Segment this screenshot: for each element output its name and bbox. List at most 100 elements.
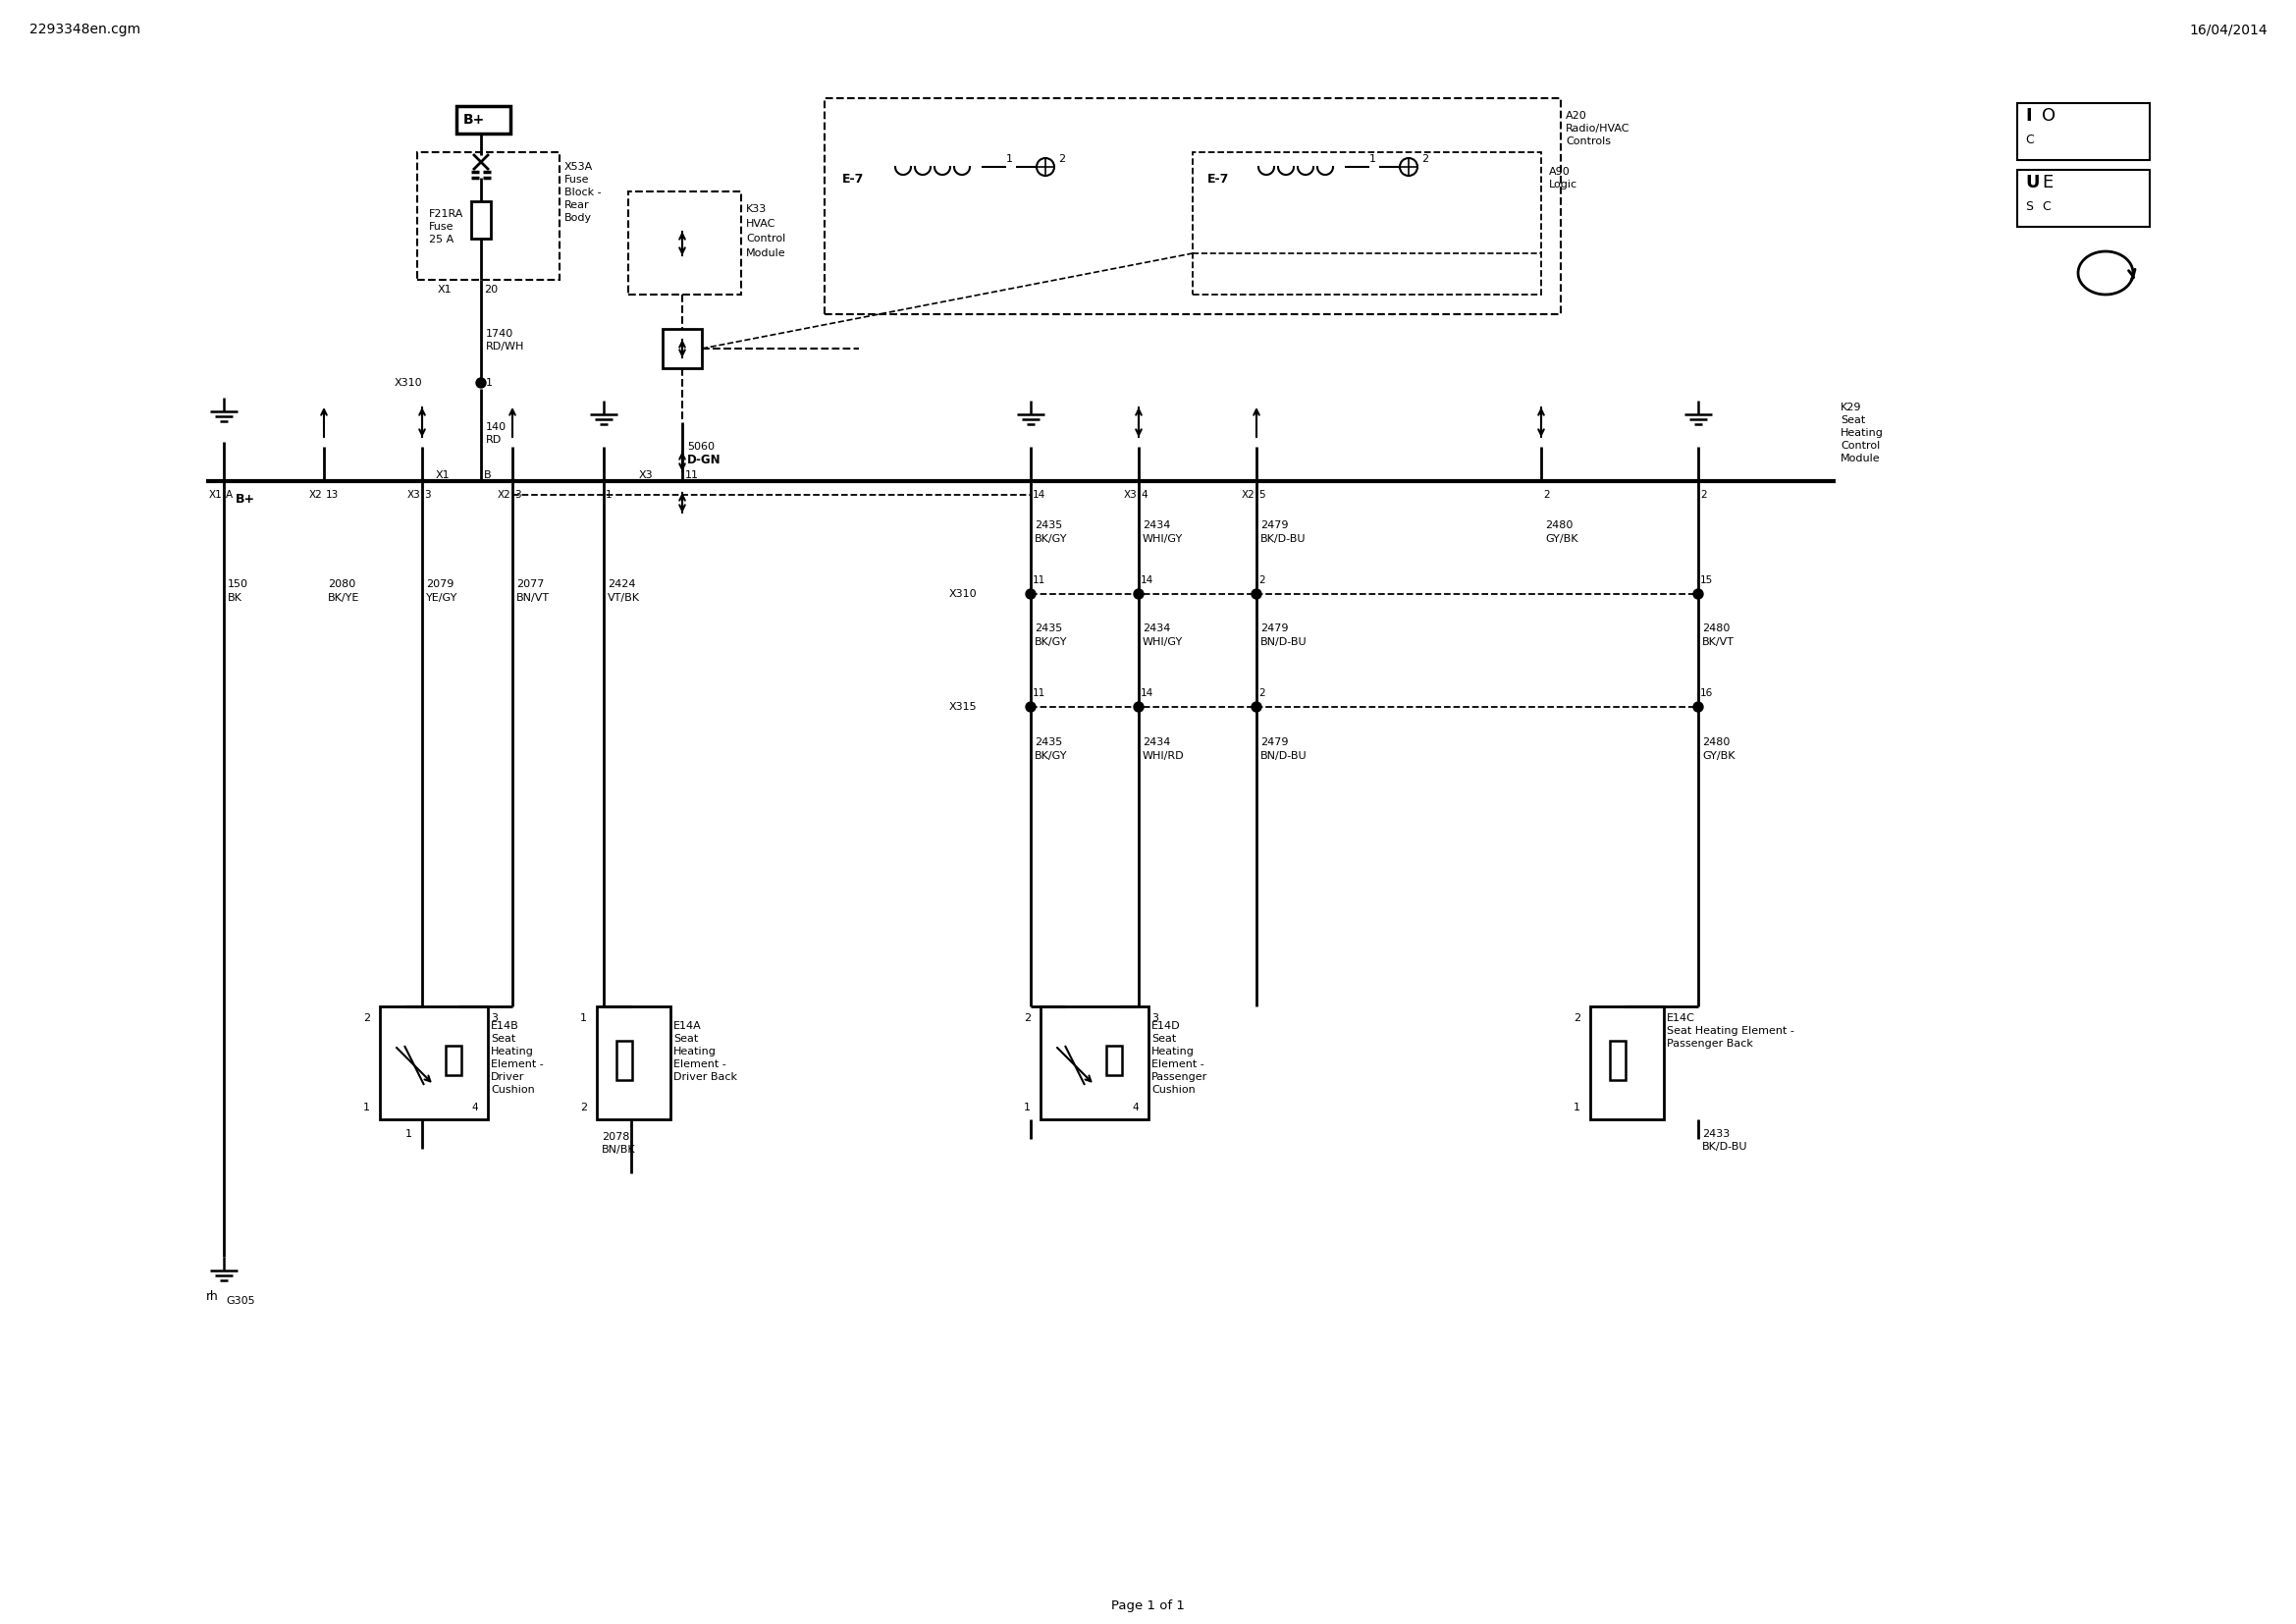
Text: 2479: 2479 [1261,624,1288,633]
Text: RD: RD [487,435,503,445]
Text: 4: 4 [1141,490,1148,500]
Text: Passenger: Passenger [1150,1072,1208,1082]
Text: 2: 2 [1058,154,1065,164]
Text: 2480: 2480 [1701,737,1729,747]
Text: 1740: 1740 [487,330,514,339]
Text: 16: 16 [1699,689,1713,698]
Text: 1: 1 [487,378,494,388]
Text: Module: Module [1841,453,1880,463]
Text: X3: X3 [406,490,420,500]
Text: 11: 11 [1033,575,1045,585]
Bar [2018,102,2149,161]
Text: Element -: Element - [1150,1059,1203,1069]
Bar [418,153,560,279]
Text: X2: X2 [1242,490,1254,500]
Text: 1: 1 [363,1103,370,1112]
Text: 1: 1 [581,1013,588,1023]
Text: U: U [2025,174,2039,192]
Text: K29: K29 [1841,403,1862,412]
Text: Heating: Heating [491,1046,535,1057]
Text: X3: X3 [1123,490,1137,500]
Text: 2479: 2479 [1261,737,1288,747]
Text: 1: 1 [406,1129,413,1138]
Text: A90: A90 [1550,167,1570,177]
Text: B+: B+ [464,114,484,127]
Text: Cushion: Cushion [1150,1085,1196,1095]
Text: 15: 15 [1699,575,1713,585]
Text: I: I [2025,107,2032,125]
Text: Seat Heating Element -: Seat Heating Element - [1667,1026,1793,1036]
Bar [445,1046,461,1075]
Text: Seat: Seat [1150,1034,1176,1044]
Text: WHI/GY: WHI/GY [1143,637,1182,646]
Circle shape [1251,590,1261,599]
Text: Rear: Rear [565,200,590,209]
Bar [629,192,742,294]
Text: BK/GY: BK/GY [1035,752,1068,762]
Text: BK/VT: BK/VT [1701,637,1733,646]
Text: BK/GY: BK/GY [1035,637,1068,646]
Text: 2078: 2078 [602,1132,629,1142]
Text: X2: X2 [496,490,510,500]
Text: O: O [2041,107,2055,125]
Bar [1609,1041,1626,1080]
Text: 16/04/2014: 16/04/2014 [2190,23,2268,36]
Bar [615,1041,631,1080]
Circle shape [1251,702,1261,711]
Text: 25 A: 25 A [429,234,455,245]
Text: X3: X3 [638,471,652,481]
Bar [1192,153,1541,294]
Text: Controls: Controls [1566,136,1612,146]
Text: X1: X1 [436,284,452,294]
Text: A20: A20 [1566,110,1587,120]
Text: rh: rh [207,1289,218,1302]
Text: Block -: Block - [565,187,602,198]
Text: Element -: Element - [673,1059,726,1069]
Text: 5060: 5060 [687,442,714,451]
Text: VT/BK: VT/BK [608,593,641,603]
Bar [471,201,491,239]
Text: 2480: 2480 [1701,624,1729,633]
Text: BK/GY: BK/GY [1035,534,1068,544]
Text: E14A: E14A [673,1021,703,1031]
Text: 2: 2 [581,1103,588,1112]
Text: Fuse: Fuse [565,175,590,185]
Bar [664,330,703,369]
Text: 3: 3 [514,490,521,500]
Circle shape [1692,590,1704,599]
Text: BN/D-BU: BN/D-BU [1261,752,1306,762]
Text: 3: 3 [491,1013,498,1023]
Text: RD/WH: RD/WH [487,341,523,351]
Text: X315: X315 [948,702,976,711]
Text: 1: 1 [1368,154,1375,164]
Text: B+: B+ [236,492,255,505]
Text: 14: 14 [1141,689,1153,698]
Text: WHI/RD: WHI/RD [1143,752,1185,762]
Circle shape [1134,590,1143,599]
Text: 2434: 2434 [1143,737,1171,747]
Text: BN/D-BU: BN/D-BU [1261,637,1306,646]
Circle shape [1026,590,1035,599]
Text: F21RA: F21RA [429,209,464,219]
Text: X1: X1 [436,471,450,481]
Text: 2: 2 [1024,1013,1031,1023]
Text: BN/VT: BN/VT [517,593,549,603]
Text: 2: 2 [1573,1013,1580,1023]
Text: 14: 14 [1033,490,1045,500]
Text: 2: 2 [363,1013,370,1023]
Text: 2435: 2435 [1035,520,1063,529]
Text: 2435: 2435 [1035,624,1063,633]
Text: 2435: 2435 [1035,737,1063,747]
Bar [457,106,510,133]
Text: 1: 1 [1573,1103,1580,1112]
Circle shape [1026,702,1035,711]
Text: Seat: Seat [1841,416,1864,425]
Text: E-7: E-7 [1208,174,1228,187]
Text: E14D: E14D [1150,1021,1180,1031]
Text: Heating: Heating [1841,429,1883,438]
Text: Body: Body [565,213,592,222]
Text: 2: 2 [1421,154,1428,164]
Text: C: C [2041,201,2050,213]
Text: B: B [484,471,491,481]
Text: BK/YE: BK/YE [328,593,360,603]
